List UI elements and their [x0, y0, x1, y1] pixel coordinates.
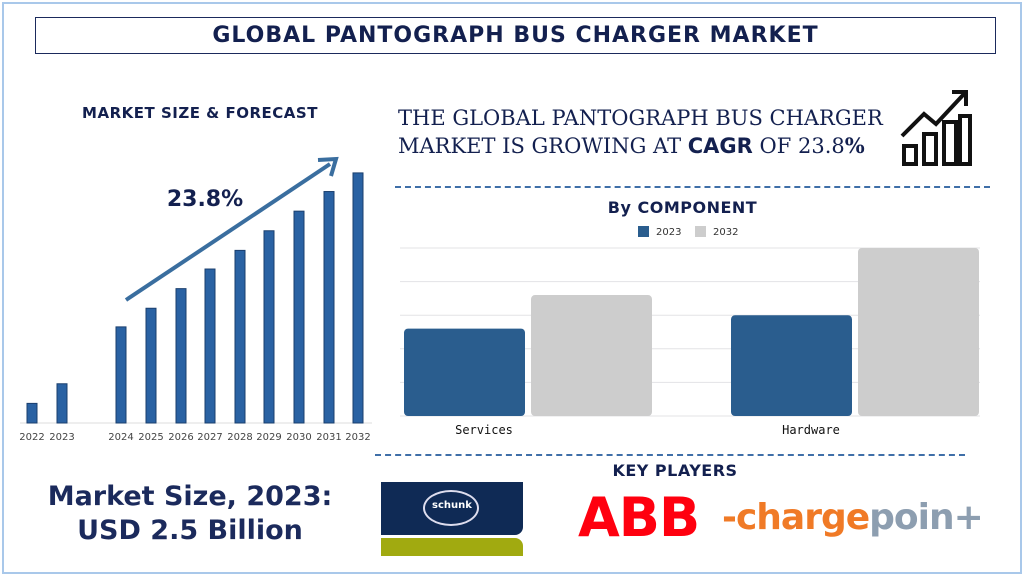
headline-line1: THE GLOBAL PANTOGRAPH BUS CHARGER	[398, 106, 883, 130]
market-size-value: USD 2.5 Billion	[77, 515, 303, 546]
bar-2023	[56, 383, 68, 424]
tick-label: 2029	[256, 432, 281, 443]
bar-2026	[175, 288, 187, 424]
tick-label: 2025	[138, 432, 163, 443]
tick-label: 2024	[108, 432, 133, 443]
schunk-logo: schunk	[381, 482, 523, 556]
tick-label: 2031	[316, 432, 341, 443]
tick-label: 2026	[168, 432, 193, 443]
headline: THE GLOBAL PANTOGRAPH BUS CHARGER MARKET…	[398, 104, 883, 160]
category-label: Hardware	[782, 423, 840, 437]
key-players-heading: KEY PLAYERS	[612, 461, 738, 480]
legend-swatch-2032	[695, 226, 706, 237]
bar-hardware-2023	[731, 315, 852, 416]
tick-label: 2023	[49, 432, 74, 443]
component-heading: By COMPONENT	[607, 198, 758, 217]
bar-2024	[115, 326, 127, 424]
growth-chart-icon	[900, 90, 972, 166]
trend-arrow	[124, 162, 332, 302]
market-size-label: Market Size, 2023:	[47, 481, 333, 512]
abb-logo: ABB	[578, 486, 700, 549]
bar-hardware-2032	[858, 248, 979, 416]
page-title: GLOBAL PANTOGRAPH BUS CHARGER MARKET	[35, 17, 996, 54]
headline-cagr: CAGR	[687, 134, 753, 158]
arrow-head-icon	[317, 156, 339, 177]
bar-services-2032	[531, 295, 652, 416]
component-chart: 2023 2032 Services Hardware	[400, 226, 980, 437]
bar-2031	[323, 191, 335, 424]
bar-2025	[145, 307, 157, 424]
bar-2027	[204, 268, 216, 424]
bar-2030	[293, 210, 305, 424]
legend-label: 2032	[713, 227, 738, 238]
legend-label: 2023	[656, 227, 681, 238]
bar-2029	[263, 230, 275, 424]
legend-swatch-2023	[638, 226, 649, 237]
divider	[395, 186, 990, 188]
category-label: Services	[455, 423, 513, 437]
cagr-label: 23.8%	[167, 187, 243, 212]
forecast-heading: MARKET SIZE & FORECAST	[82, 104, 318, 122]
headline-of: OF 23.8	[752, 134, 845, 158]
chargepoint-logo: -chargepoin+	[722, 497, 984, 538]
bar-services-2023	[404, 328, 525, 416]
forecast-chart: 2022 2023 2024 2025 2026 2027 2028 2029 2030 2031…	[19, 156, 372, 443]
bar-2028	[234, 249, 246, 424]
market-size: Market Size, 2023: USD 2.5 Billion	[30, 480, 350, 548]
tick-label: 2027	[197, 432, 222, 443]
headline-pct: %	[844, 133, 865, 158]
bar-2022	[26, 402, 38, 424]
bar-2032	[352, 172, 364, 424]
divider	[375, 454, 965, 456]
tick-label: 2022	[19, 432, 44, 443]
tick-label: 2030	[286, 432, 311, 443]
tick-label: 2032	[345, 432, 370, 443]
tick-label: 2028	[227, 432, 252, 443]
headline-text: MARKET IS GROWING AT	[398, 134, 688, 158]
